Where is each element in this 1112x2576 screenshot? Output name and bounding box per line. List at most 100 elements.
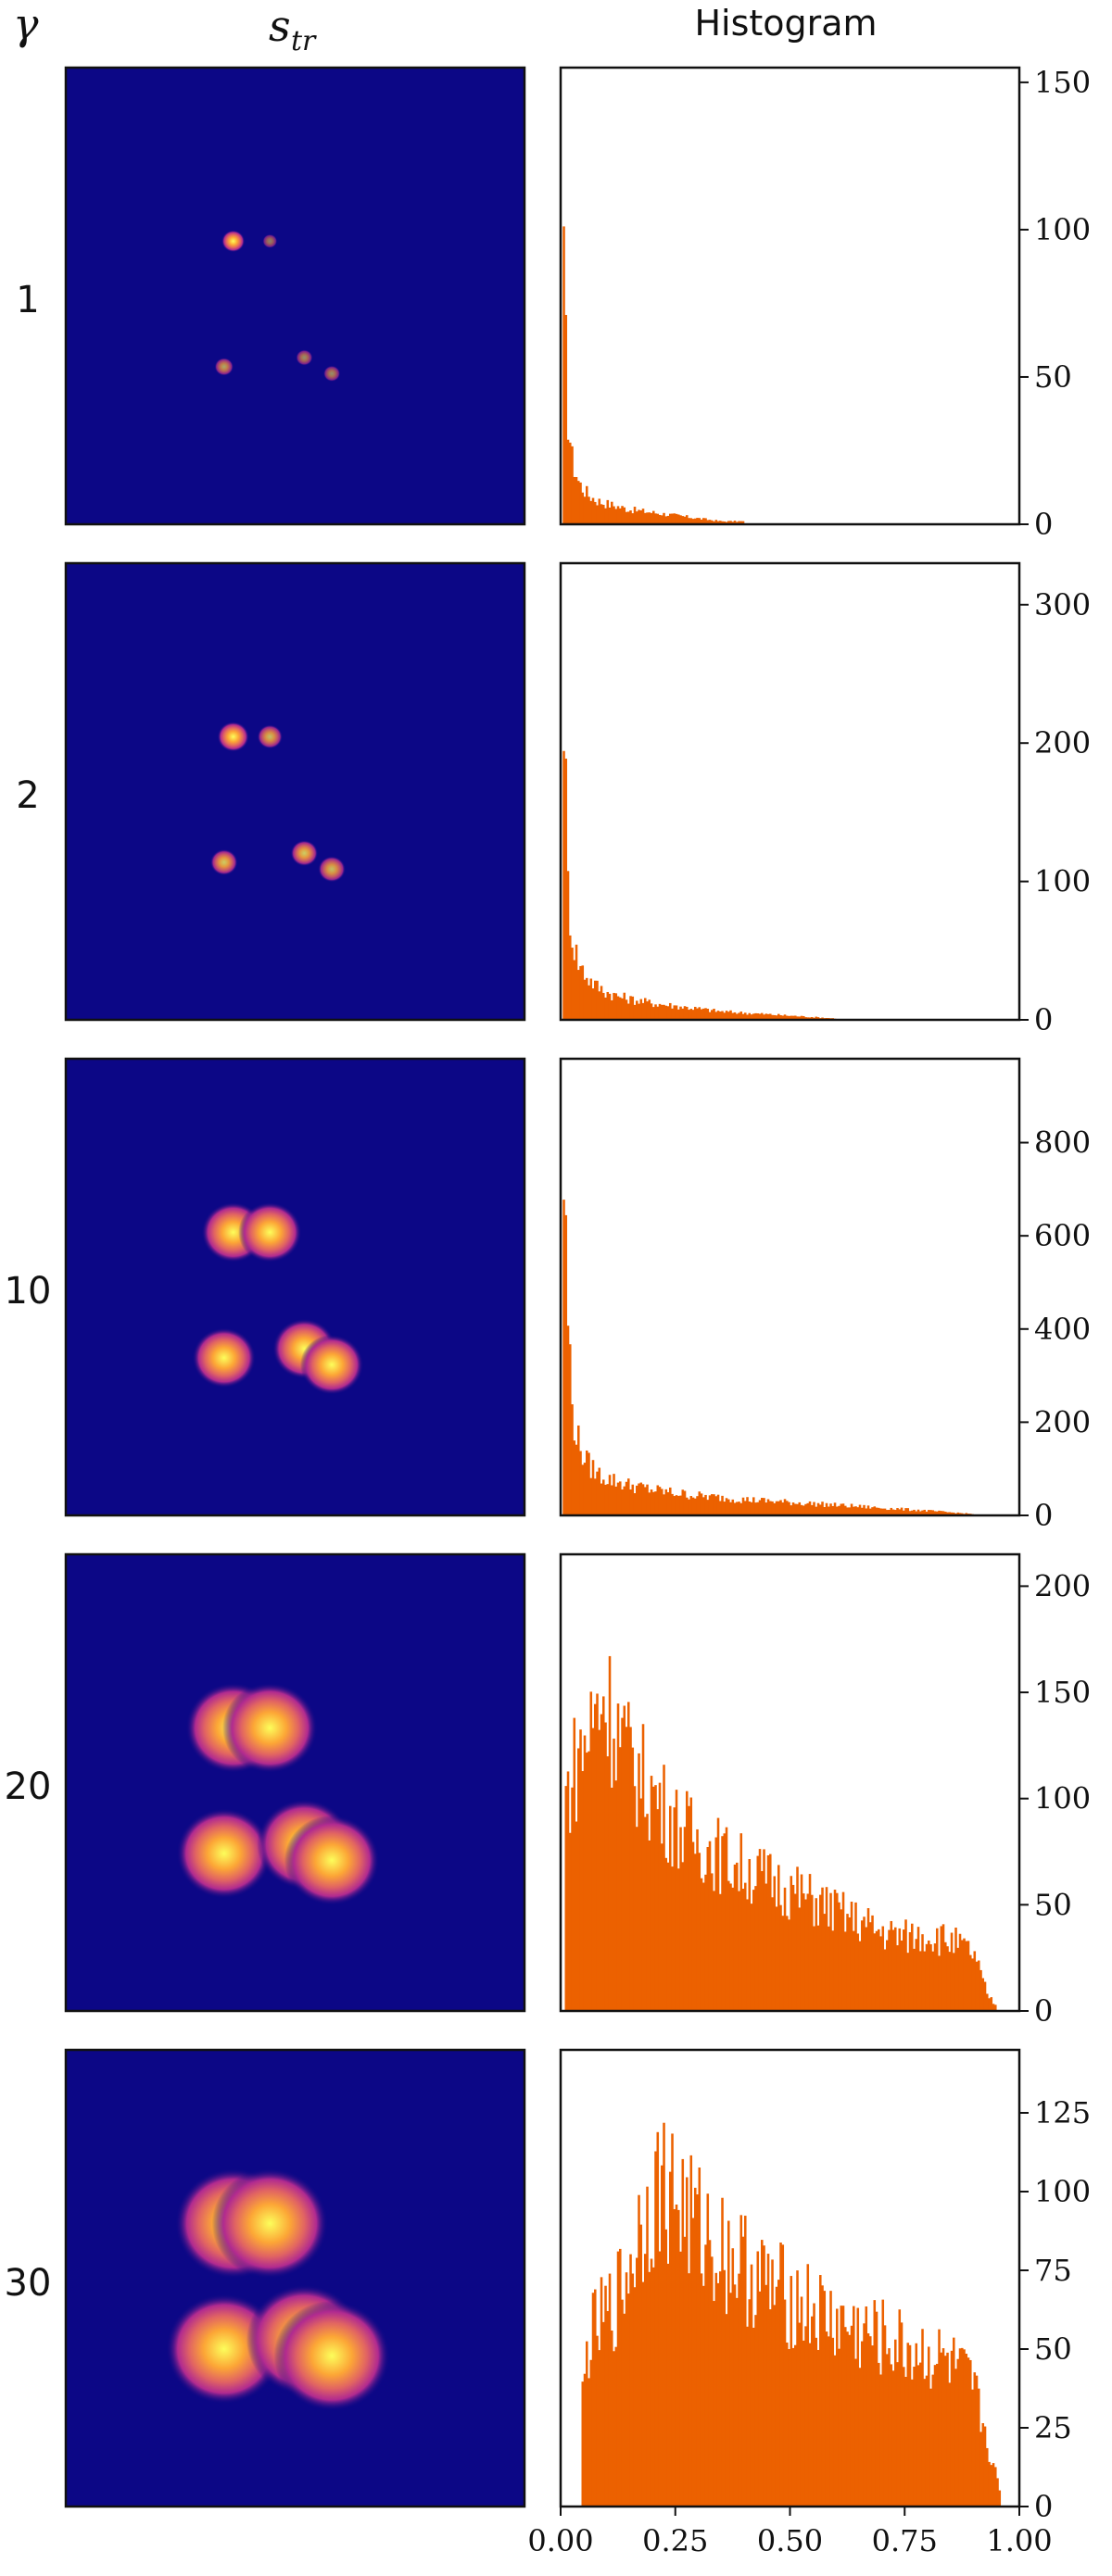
histogram-bar <box>869 1508 872 1515</box>
histogram-bar <box>600 2277 603 2507</box>
histogram-bar <box>621 998 624 1020</box>
histogram-bar <box>756 1013 760 1020</box>
histogram-bar <box>875 2311 878 2507</box>
histogram-bar <box>790 1015 793 1020</box>
histogram-bar <box>990 2465 993 2507</box>
histogram-bar <box>606 1756 610 2011</box>
histogram-bar <box>848 1507 852 1515</box>
x-tick-label: 0.00 <box>527 2523 593 2558</box>
y-tick-label: 125 <box>1034 2095 1091 2130</box>
histogram-bar <box>627 1478 630 1515</box>
histogram-bar <box>944 2356 947 2507</box>
histogram-bar <box>569 1344 572 1515</box>
histogram-bar <box>929 1943 932 2011</box>
histogram-bar <box>727 1012 730 1020</box>
histogram-bar <box>596 1693 599 2011</box>
y-tick-label: 150 <box>1034 1675 1091 1710</box>
histogram-bar <box>806 1893 810 2011</box>
histogram-bar <box>654 1491 657 1515</box>
histogram-bar <box>638 1753 640 2011</box>
histogram-bar <box>763 1014 765 1020</box>
histogram-bar <box>600 1714 603 2011</box>
histogram-bar <box>886 1940 889 2011</box>
histogram-bar <box>838 2348 840 2507</box>
histogram-bar <box>648 999 651 1020</box>
histogram-bar <box>586 1753 588 2011</box>
histogram-bar <box>788 1919 790 2011</box>
histogram-bar <box>923 2379 927 2507</box>
histogram-bar <box>806 2264 810 2507</box>
histogram-bar <box>683 2236 687 2507</box>
histogram-bar <box>963 2349 966 2507</box>
histogram-bar <box>638 1483 640 1515</box>
histogram-bar <box>736 521 739 524</box>
histogram-bar <box>702 1008 705 1020</box>
histogram-bar <box>875 1507 878 1515</box>
histogram-bar <box>863 2323 866 2507</box>
y-tick-label: 100 <box>1034 1781 1091 1816</box>
histogram-bar <box>736 1013 739 1020</box>
histogram-bar <box>583 1735 587 2011</box>
histogram-bar <box>969 1954 972 2011</box>
histogram-bar <box>714 1837 718 2011</box>
y-tick-label: 50 <box>1034 1887 1072 1922</box>
histogram-bar <box>788 1502 790 1515</box>
histogram-bar <box>825 1502 828 1515</box>
histogram-bar <box>700 1878 703 2011</box>
histogram-bar <box>738 1891 740 2011</box>
histogram-bar <box>714 2272 718 2507</box>
histogram-bar <box>633 507 637 524</box>
histogram-bar <box>791 1015 795 1020</box>
histogram-bar <box>677 514 680 524</box>
histogram-bar <box>769 1501 772 1515</box>
histogram-bar <box>625 2272 628 2507</box>
histogram-bar <box>744 1882 747 2011</box>
histogram-bar <box>727 2220 730 2507</box>
histogram-bar <box>598 1467 601 1515</box>
histogram-bar <box>714 1012 718 1020</box>
histogram-bar <box>623 1705 626 2011</box>
histogram-bar <box>646 2186 649 2507</box>
histogram-bar <box>865 2306 868 2507</box>
histogram-bar <box>956 1947 960 2011</box>
histogram-bar <box>711 1494 714 1515</box>
histogram-bar <box>673 513 676 524</box>
x-tick-label: 0.25 <box>642 2523 708 2558</box>
histogram-bar <box>673 1005 676 1020</box>
histogram-bar <box>844 2327 847 2507</box>
histogram-bar <box>602 2321 605 2507</box>
histogram-bar <box>986 2447 989 2507</box>
histogram-bar <box>756 1855 760 2011</box>
histogram-bar <box>619 997 622 1020</box>
histogram-bar <box>663 512 665 524</box>
histogram-bar <box>581 965 585 1020</box>
histogram-bar <box>641 1724 645 2011</box>
histogram-bar <box>698 1491 701 1515</box>
histogram-bar <box>841 2306 845 2507</box>
histogram-bar <box>700 519 703 524</box>
histogram-bar <box>808 1501 812 1515</box>
histogram-bar <box>698 1007 701 1020</box>
histogram-bar <box>840 1503 843 1515</box>
histogram-bar <box>654 2151 657 2507</box>
histogram-bar <box>571 1404 574 1515</box>
y-tick-label: 75 <box>1034 2253 1072 2288</box>
histogram-bar <box>936 1511 939 1515</box>
histogram-bar <box>704 518 707 524</box>
histogram-bar <box>806 1017 810 1020</box>
histogram-bar <box>875 1930 878 2011</box>
histogram-bar <box>688 1010 690 1020</box>
histogram-bar <box>804 2326 807 2507</box>
histogram-bar <box>664 516 668 524</box>
histogram-bar <box>777 1865 780 2011</box>
histogram-bar <box>739 1833 743 2011</box>
histogram-bar <box>750 2264 753 2507</box>
histogram-bar <box>648 2271 651 2507</box>
histogram-bar <box>696 1828 699 2011</box>
histogram-bar <box>589 500 593 524</box>
histogram-bar <box>756 2251 760 2507</box>
histogram-bar <box>677 1495 680 1515</box>
row-label-20: 20 <box>5 1766 52 1808</box>
histogram-bar <box>694 1853 697 2011</box>
histogram-bar <box>569 442 572 524</box>
